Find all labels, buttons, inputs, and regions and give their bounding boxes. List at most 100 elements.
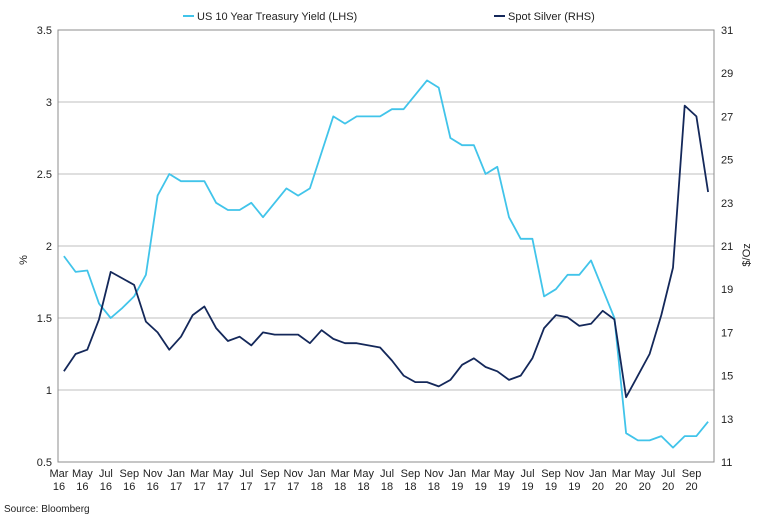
right-tick-label: 17 (721, 327, 733, 339)
svg-text:Sep: Sep (260, 468, 280, 480)
series-layer (63, 79, 709, 449)
svg-text:Sep: Sep (401, 468, 421, 480)
svg-text:Nov: Nov (143, 468, 163, 480)
left-tick-label: 1 (46, 385, 52, 397)
svg-text:Mar: Mar (50, 468, 69, 480)
left-tick-label: 3.5 (37, 25, 52, 37)
svg-text:May: May (494, 468, 515, 480)
svg-text:Sep: Sep (119, 468, 139, 480)
left-tick-label: 2.5 (37, 169, 52, 181)
svg-text:18: 18 (404, 481, 416, 493)
svg-text:Jul: Jul (521, 468, 535, 480)
gridlines (58, 101, 714, 391)
right-tick-label: 21 (721, 241, 733, 253)
svg-text:May: May (634, 468, 655, 480)
svg-text:19: 19 (568, 481, 580, 493)
svg-text:18: 18 (311, 481, 323, 493)
svg-text:20: 20 (685, 481, 697, 493)
legend-item-yield: US 10 Year Treasury Yield (LHS) (183, 11, 357, 23)
series-line-spot-silver (63, 104, 709, 399)
svg-text:Jul: Jul (239, 468, 253, 480)
series-line-treasury-yield (63, 79, 709, 449)
svg-text:20: 20 (615, 481, 627, 493)
x-axis: Mar16May16Jul16Sep16Nov16Jan17Mar17May17… (50, 468, 702, 493)
svg-text:Jan: Jan (448, 468, 466, 480)
svg-text:May: May (213, 468, 234, 480)
legend-label-silver: Spot Silver (RHS) (508, 11, 595, 23)
svg-text:Mar: Mar (612, 468, 631, 480)
right-tick-label: 13 (721, 414, 733, 426)
svg-text:18: 18 (334, 481, 346, 493)
right-axis-title: $/Oz (741, 243, 753, 266)
source-note: Source: Bloomberg (4, 504, 90, 515)
svg-text:18: 18 (428, 481, 440, 493)
left-tick-label: 0.5 (37, 457, 52, 469)
right-axis: 11 13 15 17 19 21 23 25 27 29 31 (721, 25, 733, 469)
right-tick-label: 11 (721, 457, 732, 469)
svg-text:16: 16 (53, 481, 65, 493)
svg-text:19: 19 (498, 481, 510, 493)
svg-text:16: 16 (76, 481, 88, 493)
svg-text:Jul: Jul (380, 468, 394, 480)
right-tick-label: 31 (721, 25, 733, 37)
svg-text:19: 19 (521, 481, 533, 493)
right-tick-label: 27 (721, 111, 733, 123)
svg-text:Jan: Jan (308, 468, 326, 480)
svg-text:Jan: Jan (167, 468, 185, 480)
svg-text:17: 17 (193, 481, 205, 493)
svg-text:Jul: Jul (99, 468, 113, 480)
right-tick-label: 19 (721, 284, 733, 296)
svg-text:18: 18 (381, 481, 393, 493)
svg-text:Nov: Nov (565, 468, 585, 480)
svg-text:16: 16 (147, 481, 159, 493)
svg-text:17: 17 (264, 481, 276, 493)
svg-text:17: 17 (240, 481, 252, 493)
svg-text:Mar: Mar (190, 468, 209, 480)
svg-text:17: 17 (170, 481, 182, 493)
svg-text:19: 19 (475, 481, 487, 493)
svg-text:Nov: Nov (284, 468, 304, 480)
right-tick-label: 29 (721, 68, 733, 80)
svg-text:16: 16 (100, 481, 112, 493)
svg-text:20: 20 (592, 481, 604, 493)
left-tick-label: 1.5 (37, 313, 52, 325)
legend: US 10 Year Treasury Yield (LHS) Spot Sil… (183, 11, 595, 23)
svg-text:17: 17 (217, 481, 229, 493)
svg-text:19: 19 (545, 481, 557, 493)
svg-text:Jan: Jan (589, 468, 607, 480)
svg-text:Mar: Mar (331, 468, 350, 480)
svg-text:16: 16 (123, 481, 135, 493)
right-tick-label: 25 (721, 155, 733, 167)
legend-label-yield: US 10 Year Treasury Yield (LHS) (197, 11, 357, 23)
svg-text:Sep: Sep (682, 468, 702, 480)
svg-text:Mar: Mar (471, 468, 490, 480)
svg-text:Jul: Jul (661, 468, 675, 480)
plot-frame (57, 29, 715, 463)
right-tick-label: 15 (721, 371, 733, 383)
